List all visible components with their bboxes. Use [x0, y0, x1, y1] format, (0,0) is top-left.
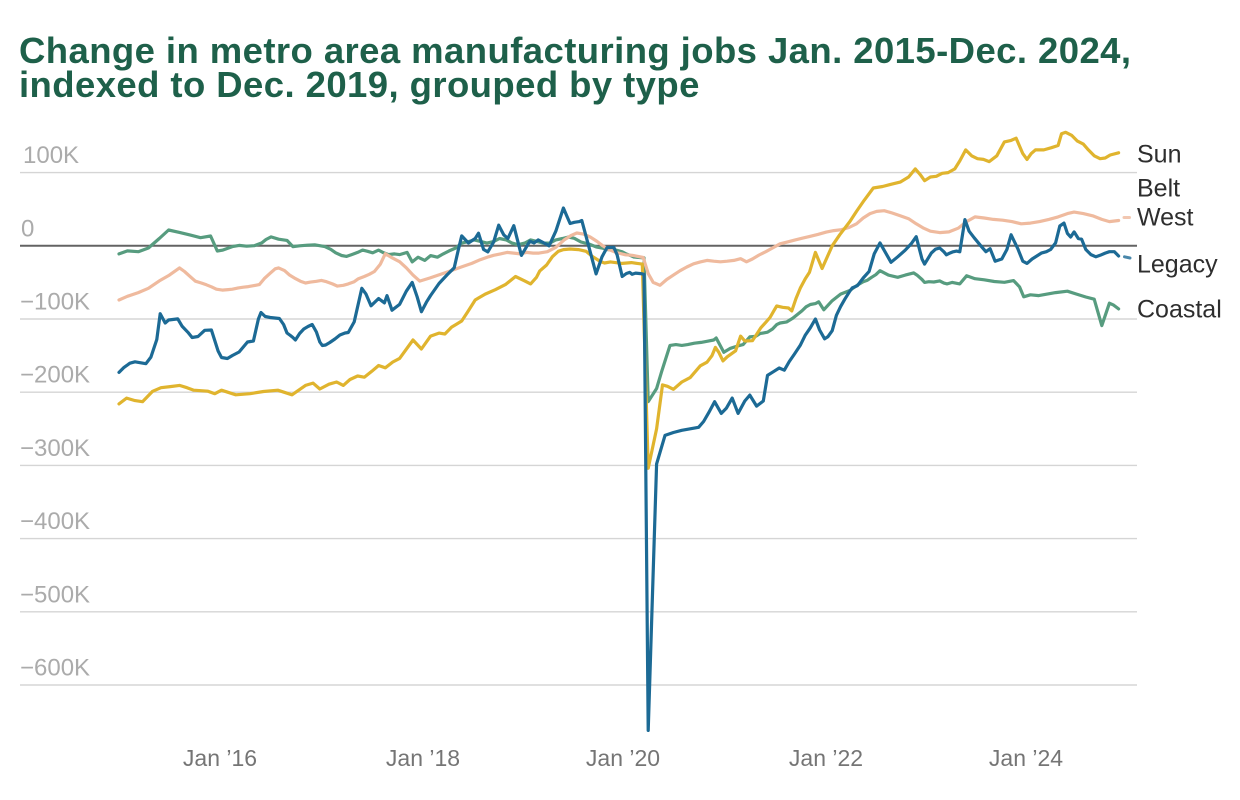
svg-text:Jan ’18: Jan ’18 — [386, 745, 460, 771]
svg-text:Legacy: Legacy — [1137, 251, 1218, 279]
svg-text:Coastal: Coastal — [1137, 296, 1222, 324]
svg-text:−100K: −100K — [20, 289, 90, 316]
svg-text:Jan ’20: Jan ’20 — [586, 745, 660, 771]
svg-text:−400K: −400K — [20, 508, 90, 535]
svg-text:−500K: −500K — [20, 581, 90, 608]
svg-text:−300K: −300K — [20, 435, 90, 462]
svg-text:Jan ’16: Jan ’16 — [183, 745, 257, 771]
svg-text:Sun: Sun — [1137, 141, 1181, 169]
svg-text:Jan ’24: Jan ’24 — [989, 745, 1063, 771]
svg-text:−200K: −200K — [20, 362, 90, 389]
svg-text:−600K: −600K — [20, 655, 90, 682]
svg-text:Belt: Belt — [1137, 175, 1180, 203]
svg-text:Jan ’22: Jan ’22 — [789, 745, 863, 771]
svg-text:0: 0 — [21, 215, 34, 242]
svg-text:100K: 100K — [23, 142, 79, 169]
svg-text:West: West — [1137, 204, 1194, 232]
